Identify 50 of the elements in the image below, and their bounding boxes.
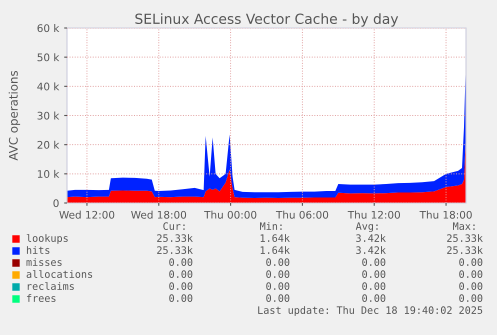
y-tick-label: 30 k bbox=[38, 112, 60, 120]
text: 0.00 bbox=[459, 270, 482, 278]
text: 1.64k bbox=[260, 234, 290, 242]
y-tick-label: 60 k bbox=[37, 24, 60, 32]
text: 0.00 bbox=[266, 294, 290, 302]
text: 0.00 bbox=[169, 258, 192, 266]
text: 0.00 bbox=[459, 282, 482, 290]
text: 25.33k bbox=[447, 246, 483, 254]
y-axis-title: AVC operations bbox=[8, 70, 20, 161]
text: 0.00 bbox=[362, 270, 386, 278]
text: Last update: Thu Dec 18 19:40:02 2025 bbox=[258, 306, 482, 316]
text: 0.00 bbox=[459, 294, 482, 302]
text: 0.00 bbox=[459, 258, 482, 266]
text: 0.00 bbox=[266, 258, 290, 266]
text: 3.42k bbox=[356, 234, 386, 242]
text: Min: bbox=[260, 222, 282, 230]
text: Cur: bbox=[163, 222, 185, 230]
legend-label: hits bbox=[26, 246, 50, 254]
text: 0.00 bbox=[266, 270, 290, 278]
text: 25.33k bbox=[157, 234, 193, 242]
x-tick-label: Thu 06:00 bbox=[276, 210, 328, 219]
text: 0.00 bbox=[169, 294, 192, 302]
y-tick-label: 50 k bbox=[38, 53, 60, 62]
chart-title: SELinux Access Vector Cache - by day bbox=[135, 13, 398, 27]
text: Avg: bbox=[356, 222, 378, 232]
x-tick-label: Wed 18:00 bbox=[131, 210, 186, 219]
text: 0.00 bbox=[362, 258, 386, 266]
text: 0.00 bbox=[169, 282, 192, 290]
x-tick-label: Wed 12:00 bbox=[59, 210, 114, 219]
y-tick-label: 10 k bbox=[38, 170, 60, 178]
x-tick-label: Thu 12:00 bbox=[348, 210, 400, 219]
y-tick-label: 40 k bbox=[37, 82, 60, 90]
text: 0.00 bbox=[169, 270, 192, 278]
y-tick-label: 0 bbox=[53, 199, 59, 208]
legend-label: reclaims bbox=[28, 282, 74, 290]
text: 1.64k bbox=[260, 246, 290, 254]
y-tick-label: 20 k bbox=[38, 140, 60, 149]
legend-label: misses bbox=[26, 258, 62, 266]
text: Max: bbox=[453, 222, 475, 230]
text: 0.00 bbox=[362, 294, 386, 302]
text: 25.33k bbox=[447, 234, 483, 242]
x-tick-label: Thu 00:00 bbox=[204, 210, 256, 219]
text: 0.00 bbox=[362, 282, 386, 290]
text: 0.00 bbox=[266, 282, 290, 290]
x-tick-label: Thu 18:00 bbox=[420, 210, 472, 219]
text: 3.42k bbox=[356, 246, 386, 254]
legend-label: lookups bbox=[26, 234, 68, 244]
legend-label: frees bbox=[26, 294, 56, 302]
legend-label: allocations bbox=[26, 270, 92, 278]
text: 25.33k bbox=[157, 246, 193, 254]
